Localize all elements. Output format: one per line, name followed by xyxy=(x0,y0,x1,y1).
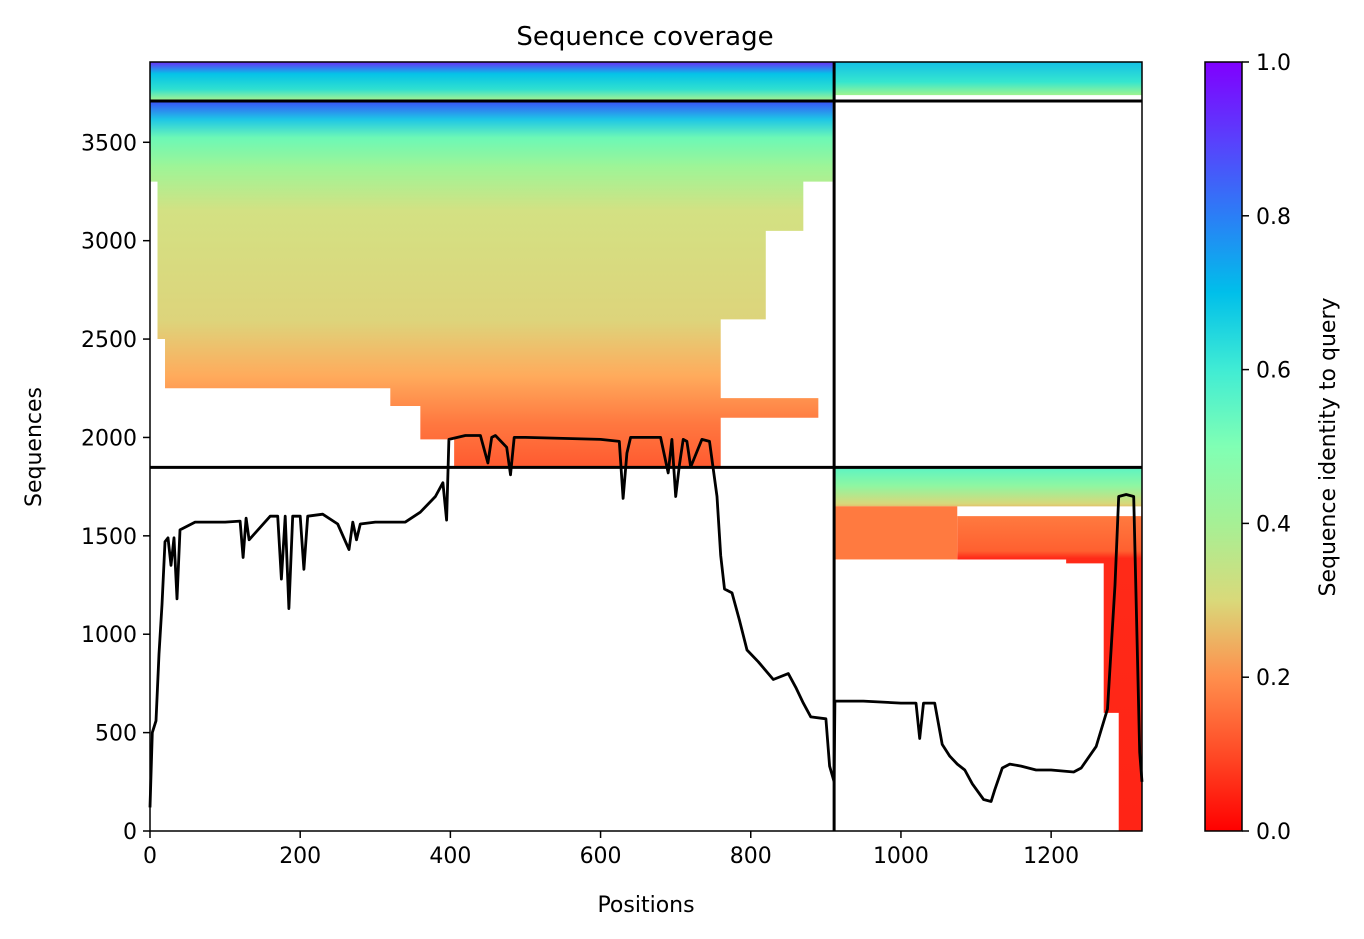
coverage-block-orange xyxy=(834,506,958,560)
y-axis: 0 500 1000 1500 2000 2500 3000 3500 xyxy=(81,131,150,845)
y-tick-label: 500 xyxy=(95,722,137,747)
x-tick-label: 200 xyxy=(279,844,321,869)
coverage-block xyxy=(835,62,1142,96)
x-axis: 0 200 400 600 800 1000 1200 xyxy=(143,831,1079,869)
coverage-line xyxy=(148,434,1144,808)
colorbar-tick-label: 0.0 xyxy=(1256,820,1291,845)
colorbar-tick-label: 0.2 xyxy=(1256,666,1291,691)
colorbar-tick-label: 0.6 xyxy=(1256,359,1291,384)
colorbar-tick-label: 0.4 xyxy=(1256,512,1291,537)
x-tick-label: 1200 xyxy=(1023,844,1079,869)
y-tick-label: 0 xyxy=(123,820,137,845)
x-tick-label: 800 xyxy=(730,844,772,869)
y-tick-label: 2500 xyxy=(81,328,137,353)
coverage-block xyxy=(150,62,835,101)
colorbar-axis: 0.0 0.2 0.4 0.6 0.8 1.0 xyxy=(1242,51,1291,845)
x-tick-label: 0 xyxy=(143,844,157,869)
colorbar-title: Sequence identity to query xyxy=(1316,297,1341,596)
coverage-block xyxy=(834,467,1142,831)
plot-frame xyxy=(149,61,1143,832)
x-tick-label: 400 xyxy=(429,844,471,869)
x-tick-label: 600 xyxy=(580,844,622,869)
y-tick-label: 1500 xyxy=(81,525,137,550)
x-axis-title: Positions xyxy=(597,893,694,918)
y-tick-label: 3500 xyxy=(81,131,137,156)
y-axis-title: Sequences xyxy=(22,387,47,507)
y-tick-label: 3000 xyxy=(81,230,137,255)
chart-title: Sequence coverage xyxy=(516,22,773,52)
colorbar-tick-label: 0.8 xyxy=(1256,205,1291,230)
x-tick-label: 1000 xyxy=(873,844,929,869)
coverage-blocks xyxy=(150,62,1142,831)
y-tick-label: 1000 xyxy=(81,623,137,648)
coverage-block xyxy=(150,100,833,468)
colorbar-tick-label: 1.0 xyxy=(1256,51,1291,76)
colorbar xyxy=(1204,61,1243,832)
y-tick-label: 2000 xyxy=(81,426,137,451)
